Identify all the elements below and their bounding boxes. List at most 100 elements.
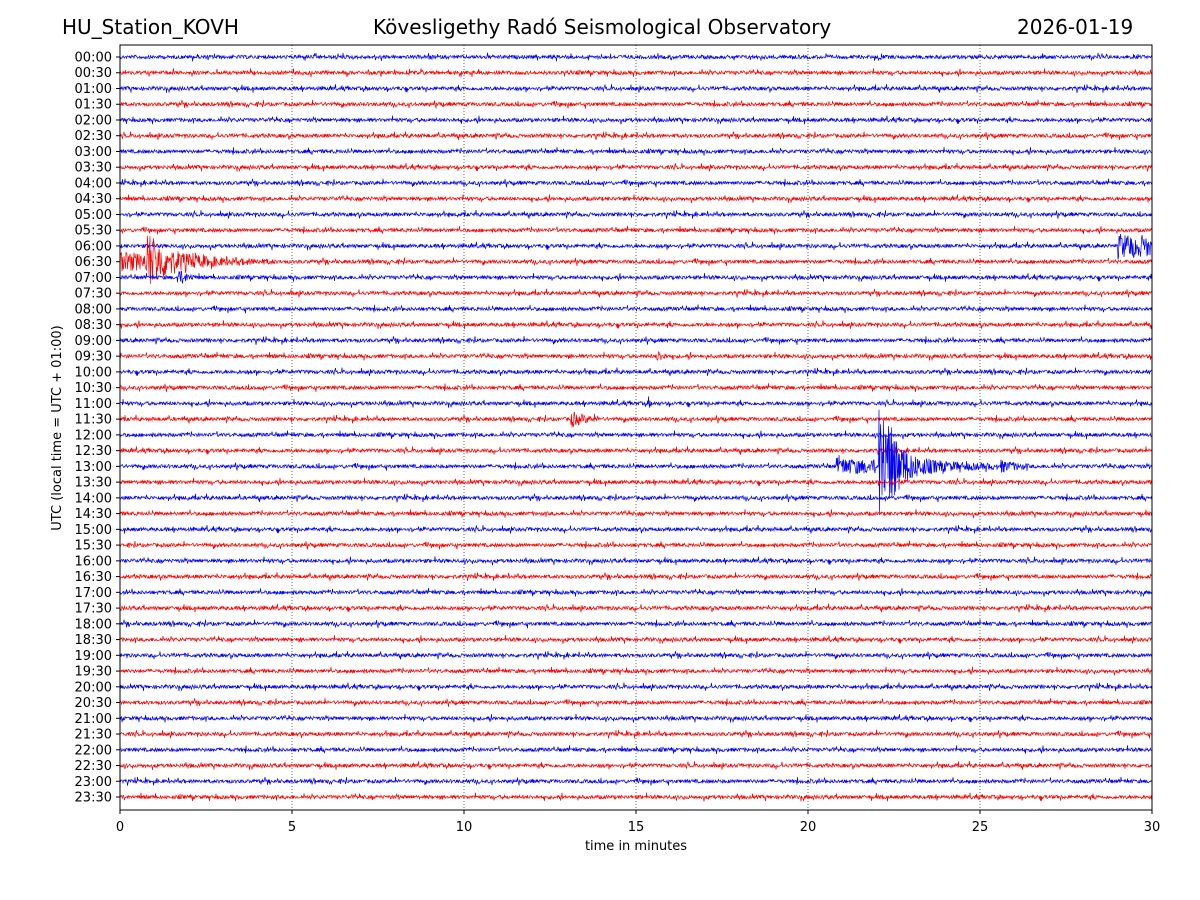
trace-row-2330 — [120, 792, 1153, 802]
y-tick-label: 19:00 — [75, 649, 112, 664]
y-tick-label: 08:00 — [75, 302, 112, 317]
y-tick-label: 04:00 — [75, 176, 112, 191]
trace-row-2100 — [119, 713, 1153, 724]
trace-row-2130 — [119, 729, 1153, 739]
trace-row-1800 — [119, 619, 1153, 629]
trace-row-2300 — [119, 776, 1153, 786]
y-tick-label: 15:00 — [75, 523, 112, 538]
trace-row-0800 — [119, 304, 1153, 314]
y-tick-label: 06:30 — [75, 255, 112, 270]
y-tick-label: 10:00 — [75, 365, 112, 380]
y-tick-label: 00:30 — [75, 66, 112, 81]
y-tick-label: 18:00 — [75, 617, 112, 632]
y-tick-label: 21:30 — [75, 728, 112, 743]
trace-row-1330 — [119, 477, 1153, 487]
y-tick-label: 11:00 — [75, 397, 112, 412]
x-tick-label: 20 — [800, 820, 817, 835]
y-tick-label: 17:30 — [75, 602, 112, 617]
y-tick-label: 01:00 — [75, 82, 112, 97]
trace-row-1130 — [119, 411, 1153, 428]
trace-row-1900 — [119, 650, 1153, 660]
trace-row-0200 — [119, 115, 1153, 125]
trace-row-2200 — [119, 745, 1153, 755]
trace-row-1600 — [119, 556, 1152, 566]
y-tick-label: 12:00 — [75, 428, 112, 443]
y-tick-label: 07:30 — [75, 287, 112, 302]
y-tick-label: 14:00 — [75, 491, 112, 506]
trace-row-0930 — [120, 351, 1153, 361]
station-name: HU_Station_KOVH — [62, 15, 239, 39]
y-tick-label: 14:30 — [75, 507, 112, 522]
y-tick-label: 00:00 — [75, 51, 112, 66]
trace-row-0900 — [119, 335, 1153, 345]
y-tick-label: 20:30 — [75, 696, 112, 711]
date-label: 2026-01-19 — [1017, 15, 1134, 39]
y-tick-label: 02:30 — [75, 129, 112, 144]
trace-row-1700 — [119, 587, 1153, 598]
trace-row-1030 — [119, 383, 1153, 393]
y-tick-label: 02:00 — [75, 113, 112, 128]
trace-row-0700 — [119, 270, 1153, 284]
trace-row-0730 — [119, 288, 1153, 298]
trace-row-1830 — [119, 635, 1153, 645]
y-tick-label: 09:00 — [75, 334, 112, 349]
trace-row-0230 — [119, 131, 1153, 141]
trace-row-0830 — [119, 320, 1153, 330]
trace-row-2230 — [119, 761, 1153, 771]
trace-row-1430 — [119, 509, 1153, 519]
trace-row-0530 — [119, 225, 1153, 235]
trace-row-0630 — [119, 235, 1153, 284]
trace-row-1000 — [119, 367, 1153, 377]
y-tick-label: 13:30 — [75, 476, 112, 491]
y-tick-label: 23:30 — [75, 791, 112, 806]
trace-row-0400 — [119, 178, 1153, 188]
trace-row-0100 — [119, 84, 1153, 94]
y-tick-label: 15:30 — [75, 539, 112, 554]
trace-row-1100 — [119, 396, 1153, 409]
x-tick-label: 5 — [288, 820, 296, 835]
y-tick-label: 11:30 — [75, 413, 112, 428]
y-tick-label: 18:30 — [75, 633, 112, 648]
y-tick-label: 12:30 — [75, 444, 112, 459]
trace-row-0030 — [119, 68, 1153, 78]
y-tick-label: 09:30 — [75, 350, 112, 365]
y-tick-label: 17:00 — [75, 586, 112, 601]
x-tick-label: 25 — [972, 820, 989, 835]
trace-row-2000 — [119, 682, 1153, 692]
trace-row-0430 — [119, 194, 1153, 204]
x-tick-label: 0 — [116, 820, 124, 835]
y-tick-label: 03:00 — [75, 145, 112, 160]
trace-row-1500 — [119, 524, 1153, 534]
trace-row-2030 — [119, 698, 1153, 707]
trace-row-0130 — [119, 99, 1153, 109]
x-tick-label: 10 — [456, 820, 473, 835]
trace-row-1530 — [119, 540, 1153, 550]
trace-row-0330 — [119, 162, 1153, 172]
y-tick-label: 16:30 — [75, 570, 112, 585]
trace-row-1200 — [119, 430, 1153, 440]
trace-row-0600 — [119, 233, 1153, 260]
y-tick-label: 01:30 — [75, 98, 112, 113]
trace-row-1930 — [120, 666, 1153, 676]
y-tick-label: 19:30 — [75, 665, 112, 680]
trace-row-1230 — [119, 446, 1153, 456]
x-tick-label: 30 — [1144, 820, 1161, 835]
y-tick-label: 05:00 — [75, 208, 112, 223]
y-tick-label: 07:00 — [75, 271, 112, 286]
trace-row-1300 — [119, 409, 1153, 515]
y-tick-label: 05:30 — [75, 224, 112, 239]
trace-row-0500 — [119, 210, 1153, 219]
y-tick-label: 16:00 — [75, 554, 112, 569]
trace-row-1400 — [119, 493, 1153, 503]
y-axis-label: UTC (local time = UTC + 01:00) — [50, 325, 65, 530]
y-tick-label: 08:30 — [75, 318, 112, 333]
y-tick-label: 10:30 — [75, 381, 112, 396]
trace-row-1630 — [119, 572, 1153, 582]
y-tick-label: 22:30 — [75, 759, 112, 774]
y-tick-label: 22:00 — [75, 743, 112, 758]
y-tick-label: 06:00 — [75, 239, 112, 254]
y-tick-label: 03:30 — [75, 161, 112, 176]
chart-title: Kövesligethy Radó Seismological Observat… — [373, 15, 832, 39]
y-tick-label: 04:30 — [75, 192, 112, 207]
